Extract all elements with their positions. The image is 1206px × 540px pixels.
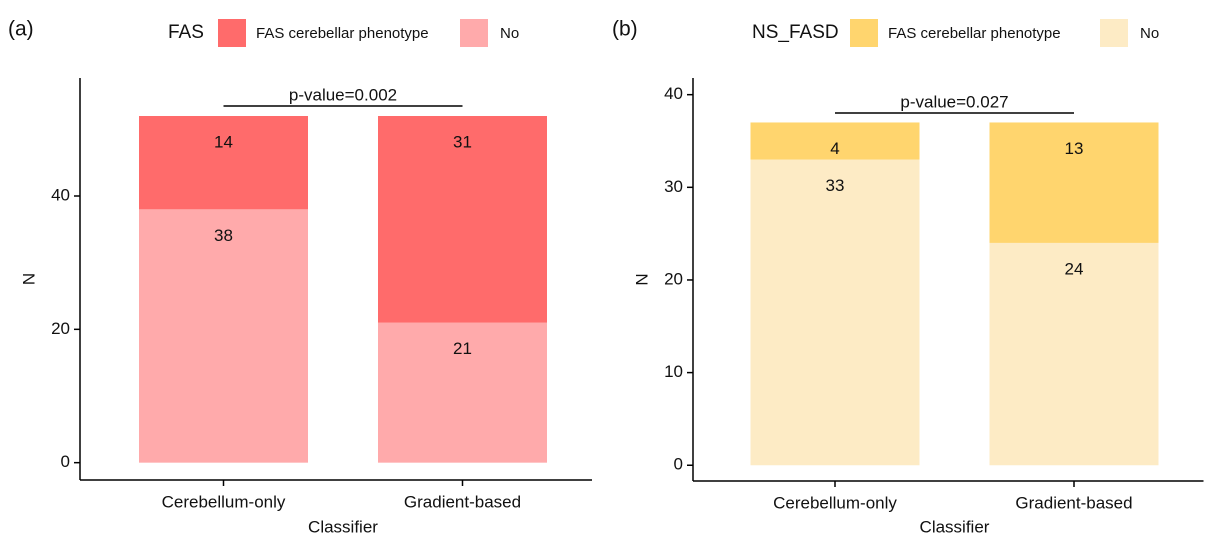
panel-label: (a): [8, 18, 34, 41]
x-axis-title: Classifier: [920, 517, 990, 536]
legend-title: NS_FASD: [752, 22, 839, 43]
legend-label: FAS cerebellar phenotype: [888, 25, 1061, 42]
value-label: 14: [214, 132, 233, 151]
y-axis-title: N: [19, 273, 38, 285]
value-label: 13: [1065, 139, 1084, 158]
bar-segment: [989, 122, 1159, 243]
y-tick-label: 20: [51, 319, 70, 338]
bar-segment: [139, 209, 308, 463]
bar-segment: [378, 116, 547, 323]
bar-segment: [750, 159, 920, 466]
bar-segment: [378, 322, 547, 463]
value-label: 31: [453, 132, 472, 151]
x-tick-label: Cerebellum-only: [773, 493, 897, 512]
y-tick-label: 0: [61, 452, 70, 471]
legend-swatch: [218, 19, 246, 47]
value-label: 4: [830, 139, 839, 158]
y-tick-label: 0: [674, 455, 683, 474]
legend-label: FAS cerebellar phenotype: [256, 25, 429, 42]
y-tick-label: 20: [664, 269, 683, 288]
value-label: 21: [453, 339, 472, 358]
legend-swatch: [850, 19, 878, 47]
y-tick-label: 10: [664, 362, 683, 381]
value-label: 24: [1065, 259, 1084, 278]
value-label: 38: [214, 226, 233, 245]
legend-swatch: [460, 19, 488, 47]
x-tick-label: Gradient-based: [404, 492, 521, 511]
y-tick-label: 40: [51, 185, 70, 204]
legend-title: FAS: [168, 22, 204, 43]
legend-label: No: [1140, 25, 1159, 42]
legend-swatch: [1100, 19, 1128, 47]
panel-label: (b): [612, 18, 638, 41]
value-label: 33: [826, 176, 845, 195]
x-tick-label: Cerebellum-only: [162, 492, 286, 511]
legend-label: No: [500, 25, 519, 42]
x-tick-label: Gradient-based: [1015, 493, 1132, 512]
y-tick-label: 40: [664, 84, 683, 103]
annotation: p-value=0.002: [289, 85, 397, 104]
bar-segment: [989, 242, 1159, 466]
x-axis-title: Classifier: [308, 517, 378, 536]
bar-segment: [139, 116, 308, 210]
y-tick-label: 30: [664, 177, 683, 196]
annotation: p-value=0.027: [900, 92, 1008, 111]
bar-segment: [750, 122, 920, 160]
y-axis-title: N: [632, 273, 651, 285]
